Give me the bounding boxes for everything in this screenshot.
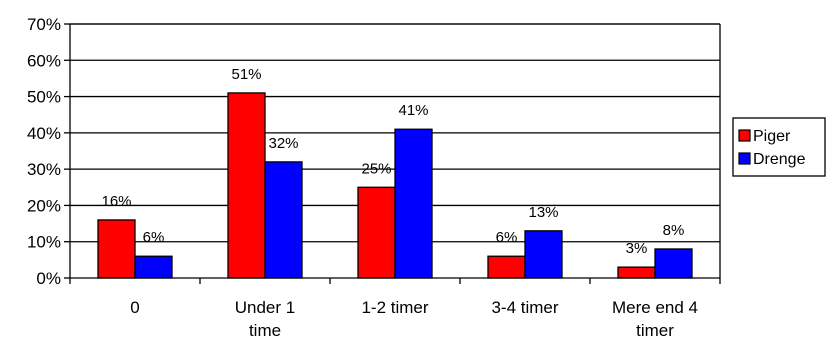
legend: Piger Drenge [732, 117, 826, 177]
y-tick-label: 10% [27, 233, 61, 252]
bar-drenge-3 [524, 230, 563, 279]
bar-drenge-2 [394, 128, 433, 279]
data-label: 6% [496, 229, 518, 246]
data-label: 6% [143, 229, 165, 246]
legend-label-piger: Piger [753, 128, 791, 145]
data-label: 41% [398, 102, 428, 119]
legend-box [732, 117, 826, 177]
y-tick-label: 0% [36, 269, 61, 288]
bar-piger-0 [97, 219, 136, 279]
bar-drenge-0 [134, 255, 173, 279]
bars [97, 92, 693, 279]
legend-label-drenge: Drenge [753, 151, 806, 168]
data-label: 25% [361, 160, 391, 177]
y-tick-label: 20% [27, 196, 61, 215]
bar-piger-1 [227, 92, 266, 279]
x-tick-label: 3-4 timer [491, 298, 558, 317]
bar-piger-3 [487, 255, 526, 279]
data-label: 8% [663, 222, 685, 239]
data-label: 13% [528, 204, 558, 221]
bar-piger-4 [617, 266, 656, 279]
bar-drenge-1 [264, 161, 303, 279]
y-tick-label: 50% [27, 88, 61, 107]
x-tick-label: Under 1 [235, 298, 295, 317]
x-tick-label: timer [636, 321, 674, 340]
x-tick-label: Mere end 4 [612, 298, 698, 317]
x-tick-label: 1-2 timer [361, 298, 428, 317]
y-tick-label: 40% [27, 124, 61, 143]
y-tick-label: 30% [27, 160, 61, 179]
x-tick-label: time [249, 321, 281, 340]
bar-drenge-4 [654, 248, 693, 279]
axes: 0% 10% 20% 30% 40% 50% 60% 70% [27, 15, 721, 288]
data-label: 51% [231, 66, 261, 83]
data-label: 3% [626, 240, 648, 257]
y-tick-label: 70% [27, 15, 61, 34]
bar-piger-2 [357, 186, 396, 279]
legend-swatch-drenge [738, 152, 751, 165]
y-tick-label: 60% [27, 51, 61, 70]
legend-swatch-piger [738, 129, 751, 142]
labels: 16% 51% 25% 6% 3% 6% 32% 41% 13% 8% 0 Under 1 time 1-… [101, 66, 698, 340]
data-label: 16% [101, 193, 131, 210]
data-label: 32% [268, 135, 298, 152]
x-tick-label: 0 [130, 298, 139, 317]
